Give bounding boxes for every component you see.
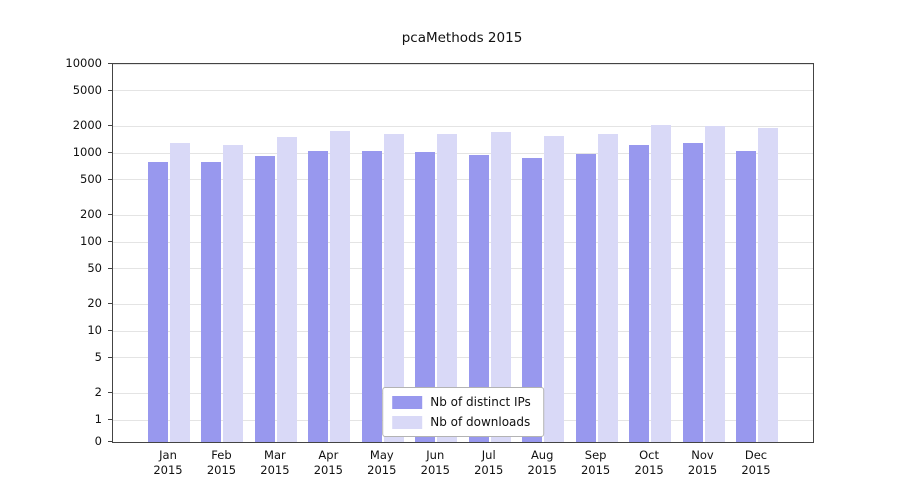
x-tick-label-may: May 2015 bbox=[367, 448, 397, 477]
y-tick-mark bbox=[108, 392, 112, 394]
gridline bbox=[113, 357, 813, 359]
bar-distinct-ips-oct bbox=[629, 145, 650, 442]
bar-distinct-ips-jan bbox=[148, 161, 168, 442]
gridline bbox=[113, 152, 813, 154]
y-tick-label: 1000 bbox=[72, 145, 102, 159]
x-tick-label-oct: Oct 2015 bbox=[634, 448, 664, 477]
bar-distinct-ips-nov bbox=[682, 142, 703, 442]
bar-downloads-mar bbox=[276, 136, 297, 442]
bar-distinct-ips-mar bbox=[254, 155, 275, 442]
bar-downloads-may bbox=[383, 133, 404, 442]
legend-entry-downloads: Nb of downloads bbox=[392, 415, 531, 429]
y-tick-mark bbox=[108, 178, 112, 180]
bar-distinct-ips-dec bbox=[736, 150, 756, 442]
bar-downloads-jun bbox=[437, 133, 458, 442]
y-tick-label: 20 bbox=[87, 296, 102, 311]
bar-distinct-ips-may bbox=[361, 151, 382, 442]
y-tick-mark bbox=[108, 214, 112, 216]
legend-label-distinct-ips: Nb of distinct IPs bbox=[430, 395, 531, 409]
legend-entry-distinct-ips: Nb of distinct IPs bbox=[392, 395, 531, 409]
x-tick-label-dec: Dec 2015 bbox=[741, 448, 771, 477]
y-tick-label: 5 bbox=[94, 349, 102, 364]
y-tick-label: 2 bbox=[94, 385, 102, 400]
plot-area: Nb of distinct IPs Nb of downloads bbox=[112, 63, 814, 443]
gridline bbox=[113, 268, 813, 270]
bar-distinct-ips-sep bbox=[575, 153, 596, 442]
y-tick-label: 0 bbox=[94, 434, 102, 448]
bar-downloads-jan bbox=[170, 142, 190, 442]
y-tick-label: 200 bbox=[80, 207, 102, 222]
y-tick-label: 1 bbox=[94, 412, 102, 426]
gridline bbox=[113, 179, 813, 181]
y-tick-mark bbox=[108, 241, 112, 242]
y-tick-label: 2000 bbox=[72, 118, 102, 133]
x-tick-label-jul: Jul 2015 bbox=[474, 448, 504, 477]
y-tick-mark bbox=[108, 267, 112, 269]
gridline bbox=[113, 241, 813, 243]
y-tick-label: 100 bbox=[80, 234, 102, 248]
bar-downloads-dec bbox=[758, 128, 778, 442]
legend-label-downloads: Nb of downloads bbox=[430, 415, 531, 429]
y-tick-mark bbox=[108, 63, 112, 64]
y-tick-mark bbox=[108, 303, 112, 305]
gridline bbox=[113, 63, 813, 65]
bar-downloads-nov bbox=[704, 126, 725, 442]
y-tick-mark bbox=[108, 441, 112, 442]
y-tick-mark bbox=[108, 89, 112, 91]
x-tick-label-jan: Jan 2015 bbox=[153, 448, 183, 477]
y-tick-label: 500 bbox=[80, 171, 102, 186]
y-tick-mark bbox=[108, 419, 112, 420]
bar-downloads-oct bbox=[651, 125, 672, 442]
x-tick-label-jun: Jun 2015 bbox=[420, 448, 450, 477]
bar-distinct-ips-jun bbox=[415, 151, 436, 442]
y-tick-mark bbox=[108, 330, 112, 331]
x-tick-label-nov: Nov 2015 bbox=[687, 448, 718, 477]
y-tick-mark bbox=[108, 125, 112, 127]
x-tick-label-aug: Aug 2015 bbox=[527, 448, 557, 477]
bar-downloads-aug bbox=[544, 136, 565, 442]
chart-title: pcaMethods 2015 bbox=[401, 30, 523, 46]
legend-swatch-downloads bbox=[392, 415, 423, 429]
gridline bbox=[113, 90, 813, 92]
y-tick-label: 5000 bbox=[72, 82, 102, 97]
bar-downloads-sep bbox=[597, 133, 618, 442]
y-tick-label: 10000 bbox=[65, 56, 102, 70]
x-tick-label-apr: Apr 2015 bbox=[313, 448, 343, 477]
bar-distinct-ips-aug bbox=[522, 157, 543, 442]
x-tick-label-feb: Feb 2015 bbox=[206, 448, 237, 477]
bar-distinct-ips-jul bbox=[468, 154, 489, 442]
x-tick-label-mar: Mar 2015 bbox=[260, 448, 290, 477]
legend-swatch-distinct-ips bbox=[392, 395, 423, 409]
bar-downloads-apr bbox=[330, 131, 351, 442]
x-tick-label-sep: Sep 2015 bbox=[580, 448, 611, 477]
y-tick-label: 50 bbox=[87, 260, 102, 275]
bar-distinct-ips-apr bbox=[308, 150, 329, 442]
gridline bbox=[113, 330, 813, 332]
gridline bbox=[113, 303, 813, 305]
gridline bbox=[113, 125, 813, 127]
bar-distinct-ips-feb bbox=[201, 162, 222, 442]
gridline bbox=[113, 214, 813, 216]
y-tick-label: 10 bbox=[87, 323, 102, 337]
legend: Nb of distinct IPs Nb of downloads bbox=[382, 387, 544, 437]
y-tick-mark bbox=[108, 356, 112, 358]
bar-downloads-feb bbox=[223, 144, 244, 442]
y-tick-mark bbox=[108, 152, 112, 153]
bar-downloads-jul bbox=[490, 132, 511, 442]
